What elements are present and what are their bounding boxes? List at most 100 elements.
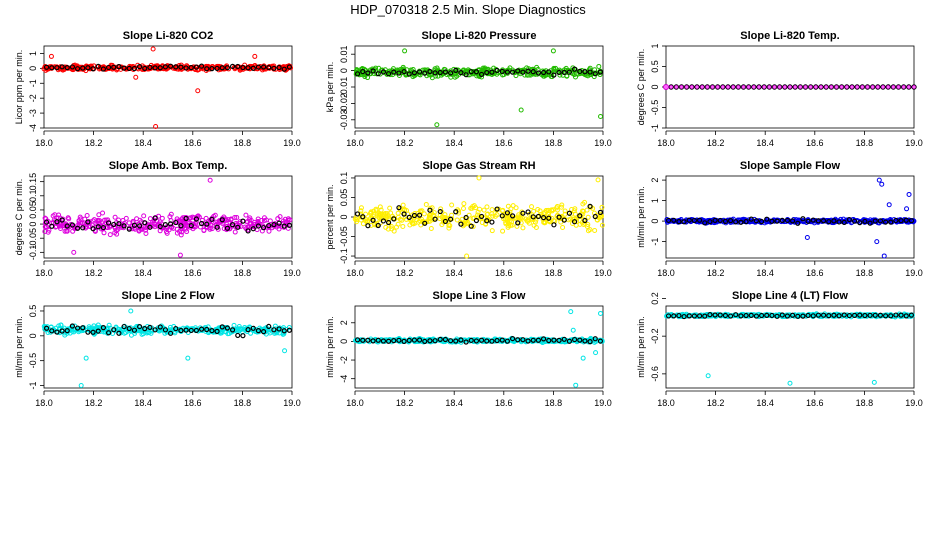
- data-point-black: [406, 214, 412, 220]
- data-point: [871, 217, 877, 223]
- data-point-black: [592, 71, 598, 77]
- data-point-black: [851, 218, 858, 224]
- data-point-black: [566, 338, 573, 344]
- chart-title: Slope Line 3 Flow: [433, 290, 526, 302]
- data-point: [510, 67, 516, 73]
- data-point: [437, 216, 443, 222]
- data-point: [679, 218, 685, 224]
- data-point-black: [758, 312, 765, 319]
- data-point: [875, 85, 880, 89]
- data-point: [597, 211, 603, 217]
- data-point-black: [406, 337, 412, 343]
- data-point-black: [509, 69, 516, 75]
- data-point: [808, 85, 813, 89]
- data-point-black: [458, 221, 464, 227]
- x-tick-label: 18.2: [707, 398, 725, 408]
- data-point: [449, 202, 455, 208]
- data-point-black: [396, 337, 402, 343]
- data-point-black: [142, 326, 148, 332]
- data-point-black: [111, 327, 117, 333]
- y-tick-label: 0.05: [339, 189, 349, 207]
- data-point-black: [678, 84, 685, 90]
- data-point-black: [100, 325, 107, 331]
- data-point-black: [774, 218, 780, 224]
- outlier-point: [464, 253, 470, 259]
- data-point-black: [535, 213, 542, 220]
- data-point-black: [64, 223, 70, 229]
- data-point-black: [458, 337, 464, 343]
- data-point: [267, 218, 273, 224]
- data-point-black: [776, 84, 783, 90]
- y-axis-label: Licor ppm per min.: [14, 50, 24, 125]
- data-point: [720, 85, 725, 89]
- data-point-black: [167, 63, 174, 69]
- data-point-black: [43, 64, 50, 70]
- data-point: [540, 72, 546, 78]
- data-point-black: [116, 330, 122, 336]
- data-point: [186, 223, 192, 229]
- data-point-black: [546, 69, 552, 75]
- data-point: [803, 85, 808, 89]
- data-point-black: [90, 329, 96, 335]
- data-point-black: [64, 65, 70, 71]
- data-point-black: [437, 208, 443, 215]
- outlier-point: [570, 327, 576, 333]
- y-tick-label: -0.1: [339, 248, 349, 264]
- data-point-black: [556, 214, 562, 220]
- data-point-black: [906, 84, 912, 90]
- data-point: [232, 229, 238, 235]
- data-point: [599, 204, 605, 210]
- data-point-black: [696, 313, 703, 319]
- data-point-black: [890, 84, 897, 90]
- data-point-black: [188, 327, 194, 334]
- data-point-black: [473, 69, 480, 75]
- data-point: [231, 322, 237, 328]
- y-tick-label: -0.01: [339, 77, 349, 98]
- data-point: [282, 216, 288, 222]
- data-point: [839, 312, 845, 318]
- data-point: [123, 215, 129, 221]
- data-point-black: [665, 217, 672, 223]
- data-point: [453, 70, 459, 76]
- data-point-black: [271, 222, 277, 228]
- data-point-black: [80, 325, 86, 331]
- data-point: [111, 224, 117, 230]
- data-point: [77, 214, 83, 220]
- data-point-black: [499, 213, 505, 219]
- x-tick-label: 18.2: [85, 398, 103, 408]
- data-point-black: [147, 224, 153, 230]
- data-point: [684, 85, 689, 89]
- data-point: [741, 85, 746, 89]
- data-point: [886, 85, 891, 89]
- chart-title: Slope Li-820 CO2: [123, 30, 213, 42]
- data-point: [147, 216, 153, 222]
- data-point: [800, 218, 806, 224]
- data-point: [596, 63, 602, 69]
- data-point-black: [862, 312, 868, 319]
- data-point: [679, 85, 684, 89]
- data-point: [407, 222, 413, 228]
- x-tick-label: 18.2: [85, 268, 103, 278]
- outlier-point: [177, 252, 183, 258]
- data-point-black: [540, 336, 547, 342]
- y-tick-label: -2: [339, 356, 349, 364]
- plot-frame: [354, 305, 604, 389]
- data-point-black: [787, 84, 793, 90]
- data-point-black: [802, 84, 809, 90]
- data-point: [568, 216, 574, 222]
- data-point-black: [375, 337, 381, 343]
- data-point-black: [406, 71, 412, 77]
- data-point-black: [173, 325, 179, 332]
- data-point: [891, 85, 896, 89]
- scatter-points: [41, 308, 293, 389]
- data-point: [503, 219, 509, 225]
- data-point: [585, 69, 591, 75]
- data-point-black: [260, 64, 267, 70]
- data-point-black: [453, 67, 459, 73]
- x-tick-label: 18.0: [346, 138, 364, 148]
- data-point-black: [59, 64, 65, 70]
- data-point-black: [432, 338, 438, 344]
- data-point: [592, 227, 598, 233]
- data-point: [912, 85, 916, 89]
